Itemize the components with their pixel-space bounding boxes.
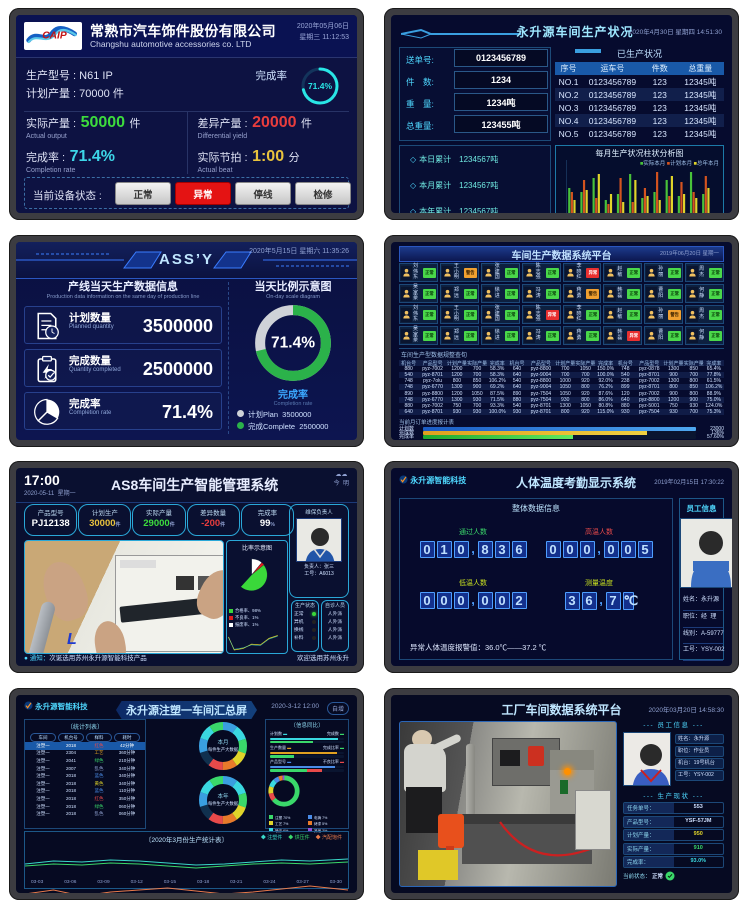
svg-text:CAIP: CAIP [42, 31, 67, 42]
svg-text:71.4%: 71.4% [271, 334, 315, 351]
svg-text:本年: 本年 [217, 792, 229, 800]
svg-text:每件生产大数据: 每件生产大数据 [208, 746, 239, 753]
svg-text:71.4%: 71.4% [308, 81, 333, 91]
svg-text:每件生产大数据: 每件生产大数据 [208, 800, 239, 807]
svg-text:本月: 本月 [217, 738, 228, 746]
